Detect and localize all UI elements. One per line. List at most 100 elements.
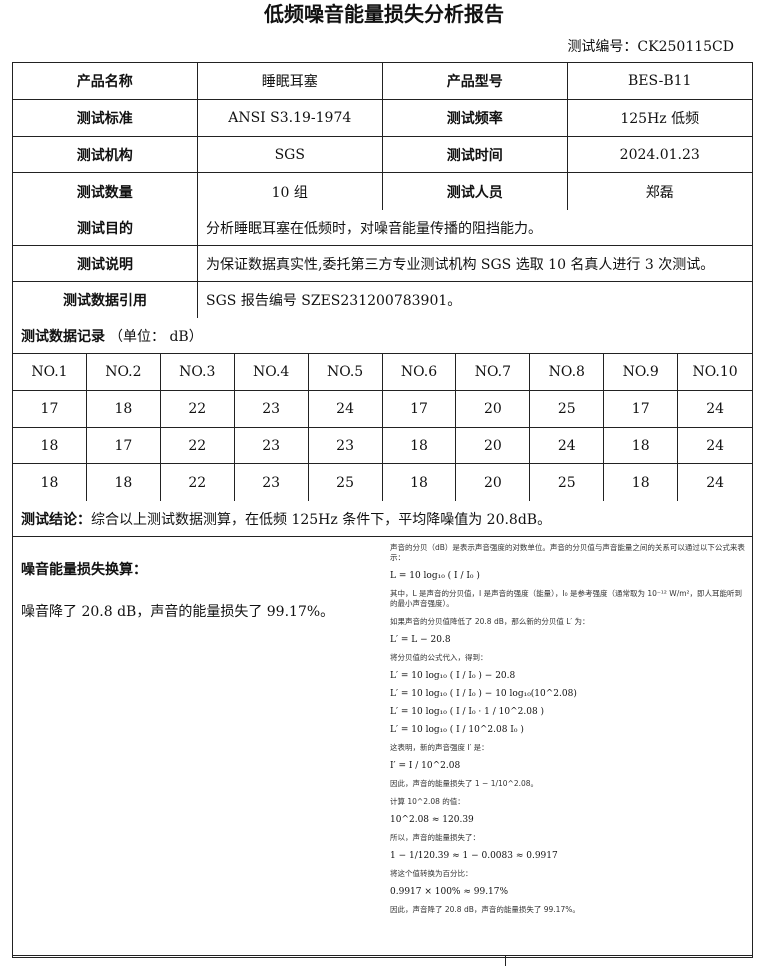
data-cell: 24 xyxy=(706,401,725,417)
data-cell: 18 xyxy=(604,428,679,463)
data-header-row: NO.1 NO.2 NO.3 NO.4 NO.5 NO.6 NO.7 NO.8 NO.9 NO.1… xyxy=(13,354,752,391)
data-cell: 17 xyxy=(87,428,161,463)
report-table: 产品名称 睡眠耳塞 产品型号 BES-B11 测试标准 ANSI S3.19-1974 测试… xyxy=(12,62,753,958)
formula: L′ = 10 log₁₀ ( I / 10^2.08 I₀ ) xyxy=(390,725,524,735)
derivation-text: 将分贝值的公式代入，得到： xyxy=(390,653,488,662)
calc-text: 噪音降了 20.8 dB，声音的能量损失了 99.17%。 xyxy=(21,604,335,620)
note-value: 分析睡眠耳塞在低频时，对噪音能量传播的阻挡能力。 xyxy=(206,220,542,237)
derivation-text: 这表明，新的声音强度 I′ 是： xyxy=(390,743,489,752)
note-value: SGS 报告编号 SZES231200783901。 xyxy=(206,293,462,309)
note-value: 为保证数据真实性,委托第三方专业测试机构 SGS 选取 10 名真人进行 3 次… xyxy=(206,256,715,273)
data-cell: 17 xyxy=(13,391,87,427)
conclusion-text: 综合以上测试数据测算，在低频 125Hz 条件下，平均降噪值为 20.8dB。 xyxy=(91,511,552,528)
column-header: NO.9 xyxy=(604,354,679,390)
derivation-text: 将这个值转换为百分比： xyxy=(390,869,473,878)
formula: L′ = 10 log₁₀ ( I / I₀ · 1 / 10^2.08 ) xyxy=(390,707,545,717)
info-row: 产品名称 睡眠耳塞 产品型号 BES-B11 xyxy=(13,63,752,100)
data-cell: 20 xyxy=(456,464,531,501)
data-cell: 17 xyxy=(383,391,457,427)
note-label: 测试数据引用 xyxy=(13,282,198,318)
data-cell: 22 xyxy=(161,464,235,501)
formula: 0.9917 × 100% ≈ 99.17% xyxy=(390,887,509,897)
derivation-text: 因此，声音降了 20.8 dB，声音的能量损失了 99.17%。 xyxy=(390,905,580,914)
data-cell: 20 xyxy=(456,428,531,463)
column-header: NO.10 xyxy=(692,364,738,380)
column-header: NO.1 xyxy=(13,354,87,390)
formula: L′ = L − 20.8 xyxy=(390,635,451,645)
calc-label: 噪音能量损失换算： xyxy=(21,562,147,578)
data-cell: 23 xyxy=(235,428,309,463)
note-label: 测试目的 xyxy=(13,210,198,245)
calc-section: 噪音能量损失换算： 噪音降了 20.8 dB，声音的能量损失了 99.17%。 … xyxy=(13,537,752,957)
data-cell: 23 xyxy=(309,428,383,463)
data-cell: 25 xyxy=(530,464,605,501)
data-cell: 18 xyxy=(604,464,679,501)
formula: 1 − 1/120.39 ≈ 1 − 0.0083 ≈ 0.9917 xyxy=(390,851,558,861)
data-cell: 20 xyxy=(456,391,531,427)
field-value: ANSI S3.19-1974 xyxy=(198,100,383,136)
derivation-text: 如果声音的分贝值降低了 20.8 dB，那么新的分贝值 L′ 为： xyxy=(390,617,590,626)
column-header: NO.4 xyxy=(235,354,309,390)
field-label: 产品名称 xyxy=(13,63,198,99)
data-cell: 24 xyxy=(309,391,383,427)
data-cell: 18 xyxy=(383,464,457,501)
field-label: 测试人员 xyxy=(383,173,568,210)
data-cell: 18 xyxy=(383,428,457,463)
table-row: 17 18 22 23 24 17 20 25 17 24 xyxy=(13,391,752,428)
column-header: NO.8 xyxy=(530,354,605,390)
field-label: 产品型号 xyxy=(383,63,568,99)
table-row: 18 18 22 23 25 18 20 25 18 24 xyxy=(13,464,752,501)
column-header: NO.5 xyxy=(309,354,383,390)
data-cell: 18 xyxy=(87,464,161,501)
derivation-panel: 声音的分贝（dB）是表示声音强度的对数单位。声音的分贝值与声音能量之间的关系可以… xyxy=(386,537,752,957)
data-cell: 25 xyxy=(530,391,605,427)
field-value: BES-B11 xyxy=(628,73,692,89)
info-row: 测试机构 SGS 测试时间 2024.01.23 xyxy=(13,137,752,173)
data-cell: 18 xyxy=(13,464,87,501)
info-row: 测试数量 10 组测试人员 郑磊 xyxy=(13,173,752,210)
column-header: NO.2 xyxy=(87,354,161,390)
data-cell: 25 xyxy=(309,464,383,501)
field-label: 测试机构 xyxy=(13,137,198,172)
note-row: 测试目的 分析睡眠耳塞在低频时，对噪音能量传播的阻挡能力。 xyxy=(13,210,752,246)
report-number: 测试编号：CK250115CD xyxy=(567,39,734,55)
record-unit: （单位： dB） xyxy=(109,328,203,345)
field-label: 测试频率 xyxy=(383,100,568,136)
conclusion-label: 测试结论： xyxy=(21,511,91,528)
formula: L′ = 10 log₁₀ ( I / I₀ ) − 20.8 xyxy=(390,671,516,681)
formula: 10^2.08 ≈ 120.39 xyxy=(390,815,474,825)
field-label: 测试时间 xyxy=(383,137,568,172)
data-cell: 24 xyxy=(706,437,725,454)
field-value: 郑磊 xyxy=(645,184,674,201)
formula: L = 10 log₁₀ ( I / I₀ ) xyxy=(390,571,480,581)
data-cell: 18 xyxy=(87,391,161,427)
data-cell: 23 xyxy=(235,391,309,427)
field-value: 睡眠耳塞 xyxy=(198,63,383,99)
derivation-text: 声音的分贝（dB）是表示声音强度的对数单位。声音的分贝值与声音能量之间的关系可以… xyxy=(390,543,745,562)
field-label: 测试标准 xyxy=(13,100,198,136)
record-header: 测试数据记录 （单位： dB） xyxy=(13,318,752,354)
data-cell: 23 xyxy=(235,464,309,501)
column-header: NO.3 xyxy=(161,354,235,390)
derivation-text: 所以，声音的能量损失了： xyxy=(390,833,480,842)
table-row: 18 17 22 23 23 18 20 24 18 24 xyxy=(13,428,752,464)
info-row: 测试标准 ANSI S3.19-1974 测试频率 125Hz 低频 xyxy=(13,100,752,137)
bottom-divider xyxy=(12,955,753,966)
data-cell: 17 xyxy=(604,391,679,427)
derivation-text: 计算 10^2.08 的值： xyxy=(390,797,465,806)
note-row: 测试说明 为保证数据真实性,委托第三方专业测试机构 SGS 选取 10 名真人进行… xyxy=(13,246,752,282)
data-cell: 24 xyxy=(706,474,725,491)
formula: L′ = 10 log₁₀ ( I / I₀ ) − 10 log₁₀(10^2… xyxy=(390,689,577,699)
field-value: 10 组 xyxy=(198,173,383,210)
record-label: 测试数据记录 xyxy=(21,328,105,345)
formula: I′ = I / 10^2.08 xyxy=(390,761,461,771)
field-value: 125Hz 低频 xyxy=(620,111,700,127)
field-value: 2024.01.23 xyxy=(619,146,700,163)
column-header: NO.6 xyxy=(383,354,457,390)
report-title: 低频噪音能量损失分析报告 xyxy=(264,2,504,26)
derivation-text: 其中，L 是声音的分贝值，I 是声音的强度（能量），I₀ 是参考强度（通常取为 … xyxy=(390,589,743,608)
field-value: SGS xyxy=(198,137,383,172)
data-cell: 22 xyxy=(161,428,235,463)
derivation-text: 因此，声音的能量损失了 1 − 1/10^2.08。 xyxy=(390,779,539,788)
data-cell: 18 xyxy=(13,428,87,463)
